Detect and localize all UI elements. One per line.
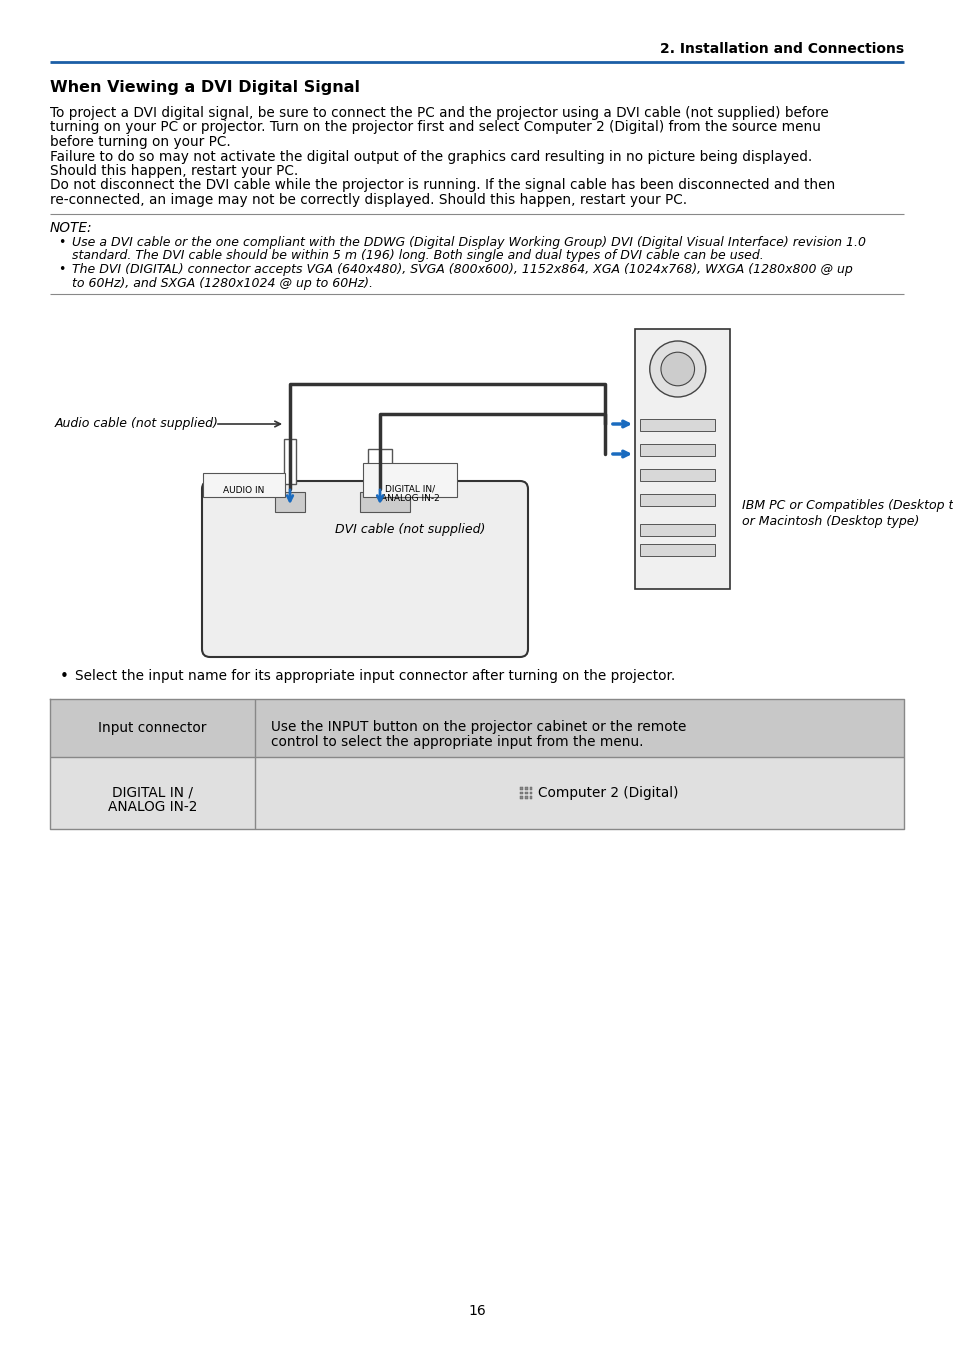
Text: DVI cable (not supplied): DVI cable (not supplied) [335, 523, 485, 535]
Text: When Viewing a DVI Digital Signal: When Viewing a DVI Digital Signal [50, 80, 359, 94]
Bar [639, 545, 714, 555]
Bar [529, 797, 532, 799]
Text: ANALOG IN-2: ANALOG IN-2 [108, 799, 197, 814]
Text: standard. The DVI cable should be within 5 m (196) long. Both single and dual ty: standard. The DVI cable should be within… [71, 249, 763, 263]
Text: control to select the appropriate input from the menu.: control to select the appropriate input … [271, 735, 643, 749]
Bar [529, 791, 532, 794]
Bar [284, 439, 295, 484]
Text: Computer 2 (Digital): Computer 2 (Digital) [537, 786, 679, 799]
Bar [639, 443, 714, 456]
Bar [359, 492, 410, 512]
Text: before turning on your PC.: before turning on your PC. [50, 135, 231, 150]
Text: DIGITAL IN /: DIGITAL IN / [112, 785, 193, 799]
Bar [520, 797, 522, 799]
Text: 16: 16 [468, 1304, 485, 1318]
Text: IBM PC or Compatibles (Desktop type): IBM PC or Compatibles (Desktop type) [741, 499, 953, 512]
Text: to 60Hz), and SXGA (1280x1024 @ up to 60Hz).: to 60Hz), and SXGA (1280x1024 @ up to 60… [71, 276, 373, 290]
Bar [368, 449, 392, 484]
Bar [274, 492, 305, 512]
Text: re-connected, an image may not be correctly displayed. Should this happen, resta: re-connected, an image may not be correc… [50, 193, 686, 208]
Text: •: • [60, 669, 69, 683]
Text: •: • [58, 236, 66, 249]
Bar [635, 329, 729, 589]
Text: DIGITAL IN/
ANALOG IN-2: DIGITAL IN/ ANALOG IN-2 [380, 484, 439, 503]
Bar [50, 758, 903, 829]
Bar [524, 797, 527, 799]
Text: Select the input name for its appropriate input connector after turning on the p: Select the input name for its appropriat… [75, 669, 675, 683]
Bar [520, 787, 522, 790]
Text: To project a DVI digital signal, be sure to connect the PC and the projector usi: To project a DVI digital signal, be sure… [50, 106, 828, 120]
FancyBboxPatch shape [202, 481, 527, 656]
FancyBboxPatch shape [363, 462, 456, 497]
Text: The DVI (DIGITAL) connector accepts VGA (640x480), SVGA (800x600), 1152x864, XGA: The DVI (DIGITAL) connector accepts VGA … [71, 263, 852, 276]
Text: AUDIO IN: AUDIO IN [223, 487, 264, 495]
Bar [50, 700, 903, 758]
Bar [529, 787, 532, 790]
Bar [639, 524, 714, 537]
Text: turning on your PC or projector. Turn on the projector first and select Computer: turning on your PC or projector. Turn on… [50, 120, 820, 135]
Text: 2. Installation and Connections: 2. Installation and Connections [659, 42, 903, 57]
Circle shape [649, 341, 705, 398]
Bar [524, 791, 527, 794]
Text: Use the INPUT button on the projector cabinet or the remote: Use the INPUT button on the projector ca… [271, 720, 685, 735]
Text: •: • [58, 263, 66, 276]
Text: Audio cable (not supplied): Audio cable (not supplied) [55, 418, 218, 430]
Bar [639, 493, 714, 506]
Text: Failure to do so may not activate the digital output of the graphics card result: Failure to do so may not activate the di… [50, 150, 811, 163]
Circle shape [660, 352, 694, 386]
Text: or Macintosh (Desktop type): or Macintosh (Desktop type) [741, 515, 919, 528]
Bar [639, 469, 714, 481]
Text: Do not disconnect the DVI cable while the projector is running. If the signal ca: Do not disconnect the DVI cable while th… [50, 178, 835, 193]
Bar [639, 419, 714, 431]
FancyBboxPatch shape [203, 473, 285, 497]
Bar [520, 791, 522, 794]
Text: NOTE:: NOTE: [50, 221, 92, 236]
Bar [524, 787, 527, 790]
Text: Should this happen, restart your PC.: Should this happen, restart your PC. [50, 164, 298, 178]
Text: Use a DVI cable or the one compliant with the DDWG (Digital Display Working Grou: Use a DVI cable or the one compliant wit… [71, 236, 865, 249]
Text: Input connector: Input connector [98, 721, 207, 735]
